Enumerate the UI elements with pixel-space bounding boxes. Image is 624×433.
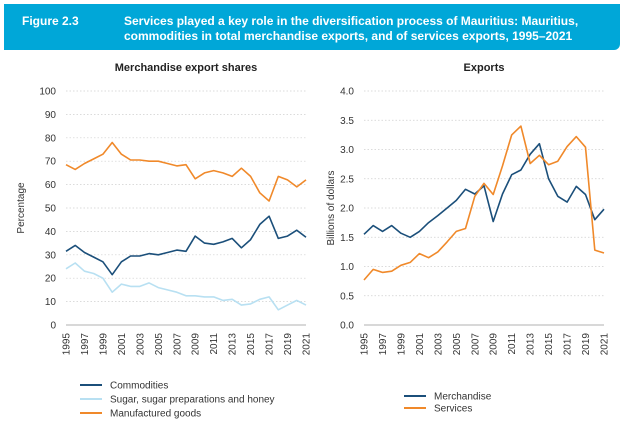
chart2-x-tick-label: 2015: [544, 333, 555, 356]
chart2-x-tick-label: 2013: [526, 333, 537, 356]
chart2-x-tick-label: 2009: [489, 333, 500, 356]
chart1-x-tick-label: 2017: [265, 333, 276, 356]
chart2-y-tick-label: 3.5: [340, 116, 354, 127]
chart2-x-tick-label: 2021: [600, 333, 611, 356]
figure-banner: Figure 2.3 Services played a key role in…: [4, 4, 620, 50]
chart2-x-tick-label: 1997: [378, 333, 389, 356]
chart1-x-tick-label: 1997: [80, 333, 91, 356]
chart1-legend-label: Sugar, sugar preparations and honey: [110, 395, 275, 406]
chart1-y-tick-label: 90: [45, 110, 57, 121]
chart1-legend-label: Manufactured goods: [110, 409, 201, 420]
chart1-series-line-3: [65, 141, 307, 202]
chart1-x-tick-label: 2001: [117, 333, 128, 356]
chart2-series-line-2: [363, 125, 605, 281]
chart1-x-tick-label: 2013: [228, 333, 239, 356]
chart1-series-line-1: [65, 215, 307, 276]
chart1-y-tick-label: 30: [45, 250, 57, 261]
chart1-y-tick-label: 60: [45, 180, 57, 191]
chart1-y-tick-label: 0: [50, 321, 56, 332]
chart1-y-tick-label: 20: [45, 274, 57, 285]
chart1-y-tick-label: 70: [45, 157, 57, 168]
chart2-legend-label: Merchandise: [434, 392, 492, 403]
chart2-x-tick-label: 2019: [581, 333, 592, 356]
chart1-y-tick-label: 40: [45, 227, 57, 238]
chart1-y-tick-label: 50: [45, 204, 57, 215]
chart2-x-tick-label: 2001: [415, 333, 426, 356]
chart2-y-tick-label: 0.0: [340, 321, 354, 332]
chart2-x-tick-label: 2007: [470, 333, 481, 356]
chart1-x-tick-label: 2007: [172, 333, 183, 356]
chart1-x-tick-label: 2019: [283, 333, 294, 356]
chart2-x-tick-label: 1999: [396, 333, 407, 356]
chart2-y-tick-label: 1.0: [340, 262, 354, 273]
chart1-x-tick-label: 2011: [209, 333, 220, 355]
chart2-y-tick-label: 4.0: [340, 87, 354, 98]
chart1-x-tick-label: 1995: [62, 333, 73, 356]
chart2-y-tick-label: 2.5: [340, 174, 354, 185]
chart1-x-tick-label: 2015: [246, 333, 257, 356]
chart1-y-tick-label: 80: [45, 133, 57, 144]
chart2-y-tick-label: 3.0: [340, 145, 354, 156]
chart2-x-tick-label: 2005: [452, 333, 463, 356]
chart1-x-tick-label: 2005: [154, 333, 165, 356]
chart1-y-tick-label: 10: [45, 297, 57, 308]
chart1-x-tick-label: 2021: [302, 333, 313, 356]
chart2-legend-label: Services: [434, 404, 472, 415]
chart1-x-tick-label: 1999: [98, 333, 109, 356]
chart2-series-line-1: [363, 142, 605, 239]
chart1-x-tick-label: 2003: [135, 333, 146, 356]
chart2-y-tick-label: 1.5: [340, 233, 354, 244]
chart2-y-axis-label: Billions of dollars: [326, 170, 337, 245]
chart2-y-tick-label: 2.0: [340, 204, 354, 215]
figure-title: Services played a key role in the divers…: [124, 14, 579, 43]
chart1-x-tick-label: 2009: [191, 333, 202, 356]
chart1-y-tick-label: 100: [39, 87, 56, 98]
chart2-x-tick-label: 2017: [563, 333, 574, 356]
chart1-y-axis-label: Percentage: [16, 182, 27, 234]
chart2-x-tick-label: 2003: [433, 333, 444, 356]
chart2-y-tick-label: 0.5: [340, 291, 354, 302]
chart1-legend-label: Commodities: [110, 381, 168, 392]
figure-number: Figure 2.3: [22, 14, 79, 28]
chart2-x-tick-label: 1995: [360, 333, 371, 356]
chart2-x-tick-label: 2011: [507, 333, 518, 355]
chart1-series-line-2: [65, 262, 307, 311]
chart2-title: Exports: [464, 62, 505, 74]
chart1-title: Merchandise export shares: [115, 62, 257, 74]
